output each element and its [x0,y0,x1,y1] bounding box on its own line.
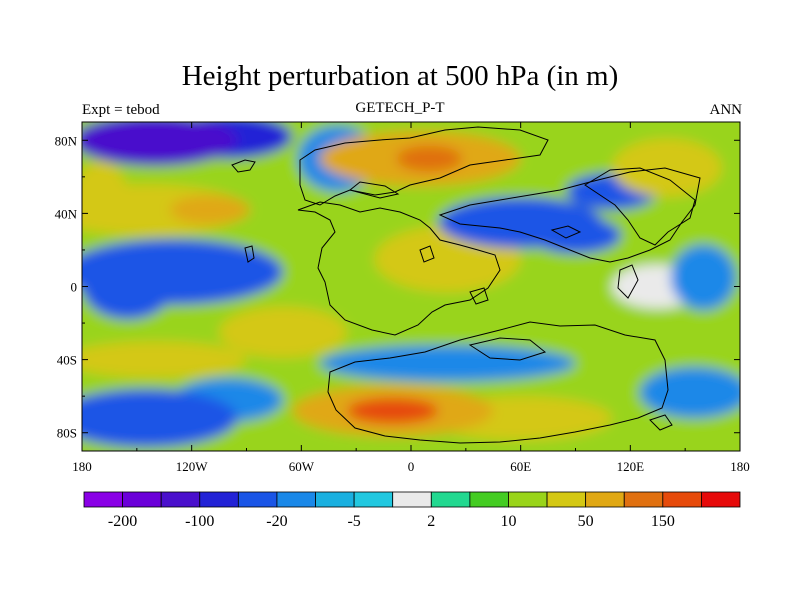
x-tick-label: 180 [730,459,750,474]
x-tick-label: 60E [510,459,531,474]
coastline-eurasia [438,167,701,263]
colorbar-box [83,491,123,508]
colorbar-label: 150 [651,513,675,530]
colorbar-box [662,491,702,508]
colorbar-box [701,491,741,508]
x-tick-label: 60W [289,459,315,474]
colorbar-box [315,491,355,508]
colorbar-box [546,491,587,508]
experiment-label: Expt = tebod [82,102,160,118]
x-tick-label: 0 [408,459,415,474]
colorbar-box [237,491,278,508]
field-anomaly [319,344,576,382]
colorbar-box [585,491,625,508]
y-axis: 80N 40N 0 40S 80S [55,133,740,441]
colorbar-label: -100 [185,513,214,530]
field-anomaly [82,238,284,305]
coastline-south-inner [468,337,547,361]
colorbar-box [469,491,509,508]
y-tick-label: 0 [71,280,78,295]
colorbar-label: -20 [266,513,287,530]
field-anomaly [169,195,251,225]
field-anomaly [639,366,740,419]
field-anomaly [82,388,238,448]
season-label: ANN [709,102,743,118]
field-anomaly [396,145,463,172]
coastline-island-6 [649,414,673,431]
colorbar: -200 -100 -20 -5 2 10 50 150 [83,491,741,530]
x-tick-label: 180 [72,459,92,474]
colorbar-box [508,491,548,508]
x-axis: 180 120W 60W 0 60E 120E 180 [72,122,750,474]
y-tick-label: 80N [55,133,78,148]
y-tick-label: 40N [55,206,78,221]
coastline-island-5 [469,287,489,305]
coastline-north-inner [348,181,400,199]
colorbar-label: -5 [347,513,360,530]
colorbar-box [199,491,239,508]
field-anomaly [529,217,622,254]
y-tick-label: 80S [57,426,77,441]
colorbar-box [392,491,432,508]
coastline-south-land [327,321,669,444]
field-anomaly [82,341,247,378]
colorbar-box [430,491,471,508]
x-tick-label: 120W [176,459,209,474]
coastline-west-land [297,201,501,336]
coastline-island-1 [231,159,256,173]
paleo-coastlines [231,126,701,444]
field-anomaly [612,138,722,197]
coastline-north-america [299,126,549,206]
colorbar-label: 10 [500,513,516,530]
colorbar-box [122,491,162,508]
field-anomaly [219,306,348,358]
field-anomaly [670,244,737,311]
dataset-label: GETECH_P-T [355,100,445,116]
coastline-island-2 [550,225,582,239]
chart-title: Height perturbation at 500 hPa (in m) [181,60,619,92]
coastline-east-peninsula [584,167,696,246]
coastline-island-4 [419,245,435,263]
colorbar-label: -200 [108,513,137,530]
colorbar-box [160,491,201,508]
colorbar-box [353,491,394,508]
colorbar-box [276,491,316,508]
coastline-island-3 [617,264,639,299]
colorbar-label: 2 [427,513,435,530]
colorbar-box [623,491,664,508]
colorbar-label: 50 [578,513,594,530]
contour-field [82,122,740,451]
x-tick-label: 120E [617,459,645,474]
coastline-island-7 [244,245,255,263]
field-anomaly [347,397,439,424]
field-anomaly [82,122,238,166]
y-tick-label: 40S [57,353,77,368]
